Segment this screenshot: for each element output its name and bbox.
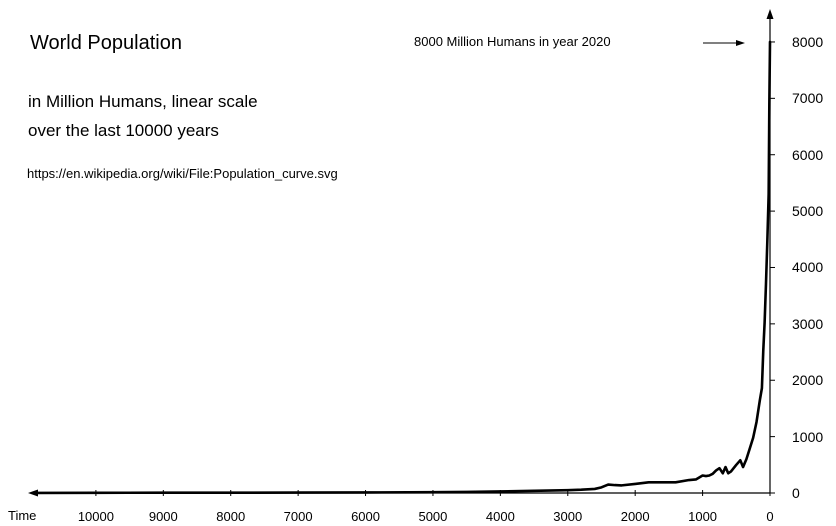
x-tick-label: 4000 <box>485 509 515 524</box>
chart-title: World Population <box>30 32 182 54</box>
x-tick-label: 1000 <box>688 509 718 524</box>
y-tick-label: 1000 <box>792 428 824 445</box>
x-tick-label: 6000 <box>351 509 380 524</box>
x-tick-label: 3000 <box>553 509 583 524</box>
x-tick-label: 8000 <box>216 509 246 524</box>
y-tick-label: 5000 <box>792 203 824 220</box>
annotation-arrow-layer <box>703 40 745 46</box>
x-tick-label: 0 <box>766 509 774 524</box>
x-axis-label: Time <box>8 508 37 523</box>
x-axis-arrowhead <box>28 489 38 497</box>
peak-annotation: 8000 Million Humans in year 2020 <box>414 34 611 49</box>
axes <box>28 9 775 497</box>
x-tick-label: 7000 <box>283 509 313 524</box>
y-tick-label: 3000 <box>792 315 824 332</box>
y-tick-label: 0 <box>792 485 800 501</box>
source-url: https://en.wikipedia.org/wiki/File:Popul… <box>27 166 338 181</box>
chart-subtitle-line-2: over the last 10000 years <box>28 121 219 140</box>
x-tick-label: 5000 <box>418 509 448 524</box>
y-tick-label: 4000 <box>792 259 824 276</box>
y-tick-label: 2000 <box>792 372 824 389</box>
chart-subtitle-line-1: in Million Humans, linear scale <box>28 92 258 111</box>
x-tick-label: 9000 <box>148 509 178 524</box>
y-tick-label: 8000 <box>792 33 824 50</box>
x-tick-label: 2000 <box>620 509 650 524</box>
series-layer <box>33 40 772 495</box>
population-series-line <box>33 40 772 495</box>
y-tick-label: 6000 <box>792 146 824 163</box>
y-axis-arrowhead <box>766 9 774 19</box>
x-tick-label: 10000 <box>77 509 114 524</box>
y-tick-label: 7000 <box>792 90 824 107</box>
annotation-arrow-head <box>736 40 745 46</box>
